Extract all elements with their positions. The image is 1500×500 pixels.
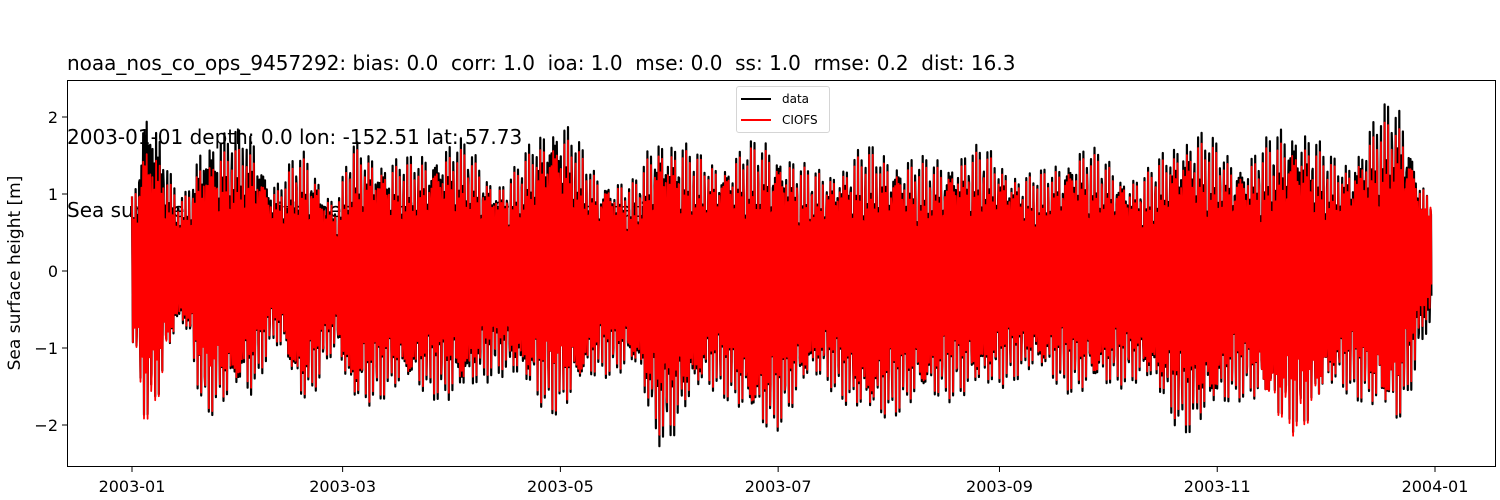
- y-tick-label: −1: [34, 339, 58, 358]
- legend-item-data: data: [741, 92, 809, 106]
- legend-label-ciofs: CIOFS: [782, 113, 818, 127]
- axes-frame: [67, 80, 1496, 467]
- legend-line-ciofs-icon: [741, 118, 771, 122]
- x-tick-label: 2003-03: [309, 477, 376, 496]
- x-tick-label: 2004-01: [1402, 477, 1469, 496]
- x-tick-label: 2003-01: [99, 477, 166, 496]
- x-tick-label: 2003-11: [1184, 477, 1251, 496]
- ciofs-series-line: [131, 121, 1433, 437]
- x-tick-label: 2003-07: [745, 477, 812, 496]
- y-axis: 2 1 0 −1 −2: [34, 108, 68, 435]
- y-tick-label: 2: [48, 108, 58, 127]
- legend-line-data-icon: [741, 97, 771, 101]
- series-layer: [130, 103, 1433, 448]
- legend: data CIOFS: [736, 86, 830, 133]
- x-tick-label: 2003-09: [966, 477, 1033, 496]
- title-metrics-line: noaa_nos_co_ops_9457292: bias: 0.0 corr:…: [67, 51, 1016, 75]
- y-tick-label: 1: [48, 185, 58, 204]
- y-tick-label: 0: [48, 262, 58, 281]
- y-tick-label: −2: [34, 416, 58, 435]
- y-axis-label: Sea surface height [m]: [5, 176, 25, 371]
- title-location-line: 2003-01-01 depth: 0.0 lon: -152.51 lat: …: [67, 124, 523, 149]
- legend-label-data: data: [782, 92, 810, 106]
- legend-item-ciofs: CIOFS: [741, 113, 818, 127]
- x-tick-label: 2003-05: [527, 477, 594, 496]
- x-axis: 2003-01 2003-03 2003-05 2003-07 2003-09 2003-…: [99, 466, 1469, 496]
